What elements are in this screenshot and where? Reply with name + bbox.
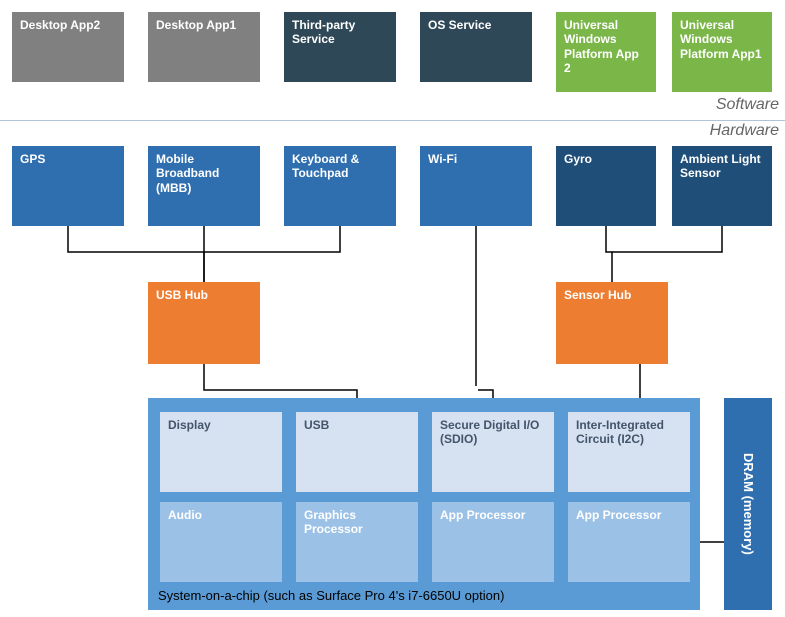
soc-caption: System-on-a-chip (such as Surface Pro 4'… (158, 588, 504, 603)
app-proc-1: App Processor (432, 502, 554, 582)
connector-2 (204, 226, 340, 252)
mbb: Mobile Broadband (MBB) (148, 146, 260, 226)
audio: Audio (160, 502, 282, 582)
uwp-app2: Universal Windows Platform App 2 (556, 12, 656, 92)
sdio: Secure Digital I/O (SDIO) (432, 412, 554, 492)
connector-0 (68, 226, 204, 282)
connector-4 (612, 226, 722, 252)
dram-label: DRAM (memory) (740, 453, 756, 555)
usb-hub: USB Hub (148, 282, 260, 364)
dram: DRAM (memory) (724, 398, 772, 610)
desktop-app2: Desktop App2 (12, 12, 124, 82)
third-party-service: Third-party Service (284, 12, 396, 82)
separator-line (0, 120, 785, 121)
sensor-hub: Sensor Hub (556, 282, 668, 364)
hardware-label: Hardware (710, 122, 779, 140)
uwp-app1: Universal Windows Platform App1 (672, 12, 772, 92)
i2c: Inter-Integrated Circuit (I2C) (568, 412, 690, 492)
connector-3 (606, 226, 612, 282)
connector-6 (476, 226, 493, 412)
app-proc-2: App Processor (568, 502, 690, 582)
amb: Ambient Light Sensor (672, 146, 772, 226)
kbd: Keyboard & Touchpad (284, 146, 396, 226)
crossing-gap (473, 386, 478, 394)
gyro: Gyro (556, 146, 656, 226)
software-label: Software (716, 96, 779, 114)
usb: USB (296, 412, 418, 492)
wifi: Wi-Fi (420, 146, 532, 226)
gps: GPS (12, 146, 124, 226)
gpu: Graphics Processor (296, 502, 418, 582)
os-service: OS Service (420, 12, 532, 82)
display: Display (160, 412, 282, 492)
desktop-app1: Desktop App1 (148, 12, 260, 82)
